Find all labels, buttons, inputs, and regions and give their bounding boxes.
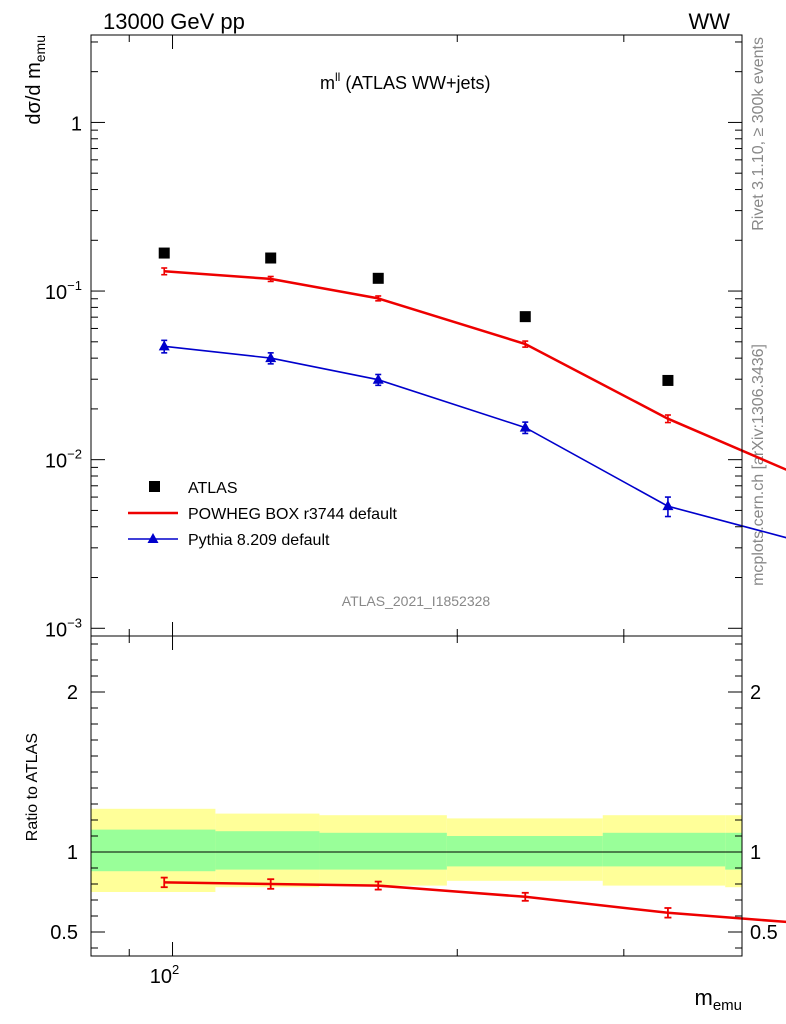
ratio-y-axis-label: Ratio to ATLAS bbox=[24, 733, 41, 841]
uncertainty-band-inner bbox=[446, 836, 603, 867]
ratio-y-tick-label: 1 bbox=[67, 842, 78, 864]
data-point bbox=[662, 374, 674, 386]
y-tick-label: 10−3 bbox=[45, 615, 82, 641]
legend-marker-triangle bbox=[147, 533, 159, 543]
uncertainty-band-inner bbox=[602, 832, 726, 867]
y-axis-label-subscript: emu bbox=[32, 35, 48, 62]
y-tick-label-exponent: −3 bbox=[67, 615, 82, 630]
analysis-id-label: ATLAS_2021_I1852328 bbox=[342, 593, 491, 609]
series-line bbox=[164, 270, 786, 471]
chart-title: mll (ATLAS WW+jets) bbox=[320, 70, 491, 93]
ratio-y-tick-label: 0.5 bbox=[50, 922, 78, 944]
y-tick-label: 1 bbox=[71, 113, 82, 135]
legend-label: Pythia 8.209 default bbox=[188, 532, 330, 549]
chart-title-suffix: (ATLAS WW+jets) bbox=[340, 73, 490, 93]
ratio-series-line bbox=[164, 881, 786, 924]
uncertainty-band-inner bbox=[319, 832, 447, 870]
ratio-y-tick-label-right: 1 bbox=[750, 842, 761, 864]
series-line bbox=[164, 345, 786, 539]
legend-marker-square bbox=[149, 481, 160, 492]
data-point bbox=[158, 340, 170, 351]
legend: ATLAS POWHEG BOX r3744 default Pythia 8.20… bbox=[128, 480, 398, 549]
y-tick-label: 10−1 bbox=[45, 278, 82, 304]
chart-title-base: m bbox=[320, 73, 335, 93]
ratio-y-tick-label-right: 0.5 bbox=[750, 922, 778, 944]
ratio-y-tick-label-right: 2 bbox=[750, 682, 761, 704]
header-left-label: 13000 GeV pp bbox=[103, 9, 245, 34]
ratio-frame bbox=[90, 635, 743, 957]
y-axis-label-base: dσ/d m bbox=[23, 62, 45, 124]
y-tick-label-exponent: −1 bbox=[67, 278, 82, 293]
y-axis-label: dσ/d memu bbox=[23, 35, 48, 125]
data-point bbox=[372, 373, 384, 384]
x-axis-label-subscript: emu bbox=[713, 997, 742, 1014]
data-point bbox=[372, 272, 384, 284]
x-tick-label-base: 10 bbox=[150, 966, 172, 988]
legend-label: ATLAS bbox=[188, 480, 238, 497]
main-panel: 110−110−210−3 mll (ATLAS WW+jets) dσ/d m… bbox=[23, 34, 786, 641]
mcplots-reference-label: mcplots.cern.ch [arXiv:1306.3436] bbox=[750, 344, 767, 586]
data-point bbox=[662, 500, 674, 511]
y-tick-label-base: 1 bbox=[71, 113, 82, 135]
y-tick-label-base: 10 bbox=[45, 451, 67, 473]
legend-label: POWHEG BOX r3744 default bbox=[188, 506, 398, 523]
header-right-label: WW bbox=[688, 9, 730, 34]
data-point bbox=[519, 311, 531, 323]
x-axis-label-base: m bbox=[694, 985, 712, 1010]
y-tick-label-base: 10 bbox=[45, 619, 67, 641]
chart-title-superscript: ll bbox=[335, 70, 340, 84]
data-point bbox=[265, 352, 277, 363]
y-tick-label: 10−2 bbox=[45, 447, 82, 473]
rivet-version-label: Rivet 3.1.10, ≥ 300k events bbox=[750, 37, 767, 231]
x-tick-label-exponent: 2 bbox=[172, 962, 179, 977]
data-point bbox=[158, 247, 170, 259]
data-point bbox=[519, 421, 531, 432]
data-point bbox=[265, 252, 277, 264]
uncertainty-band-inner bbox=[215, 831, 320, 870]
x-tick-label: 102 bbox=[150, 962, 179, 988]
ratio-y-tick-label: 2 bbox=[67, 682, 78, 704]
uncertainty-band-inner bbox=[725, 832, 742, 870]
y-tick-label-base: 10 bbox=[45, 282, 67, 304]
y-tick-label-exponent: −2 bbox=[67, 447, 82, 462]
x-axis-label: memu bbox=[694, 985, 742, 1014]
uncertainty-band-inner bbox=[91, 829, 216, 872]
